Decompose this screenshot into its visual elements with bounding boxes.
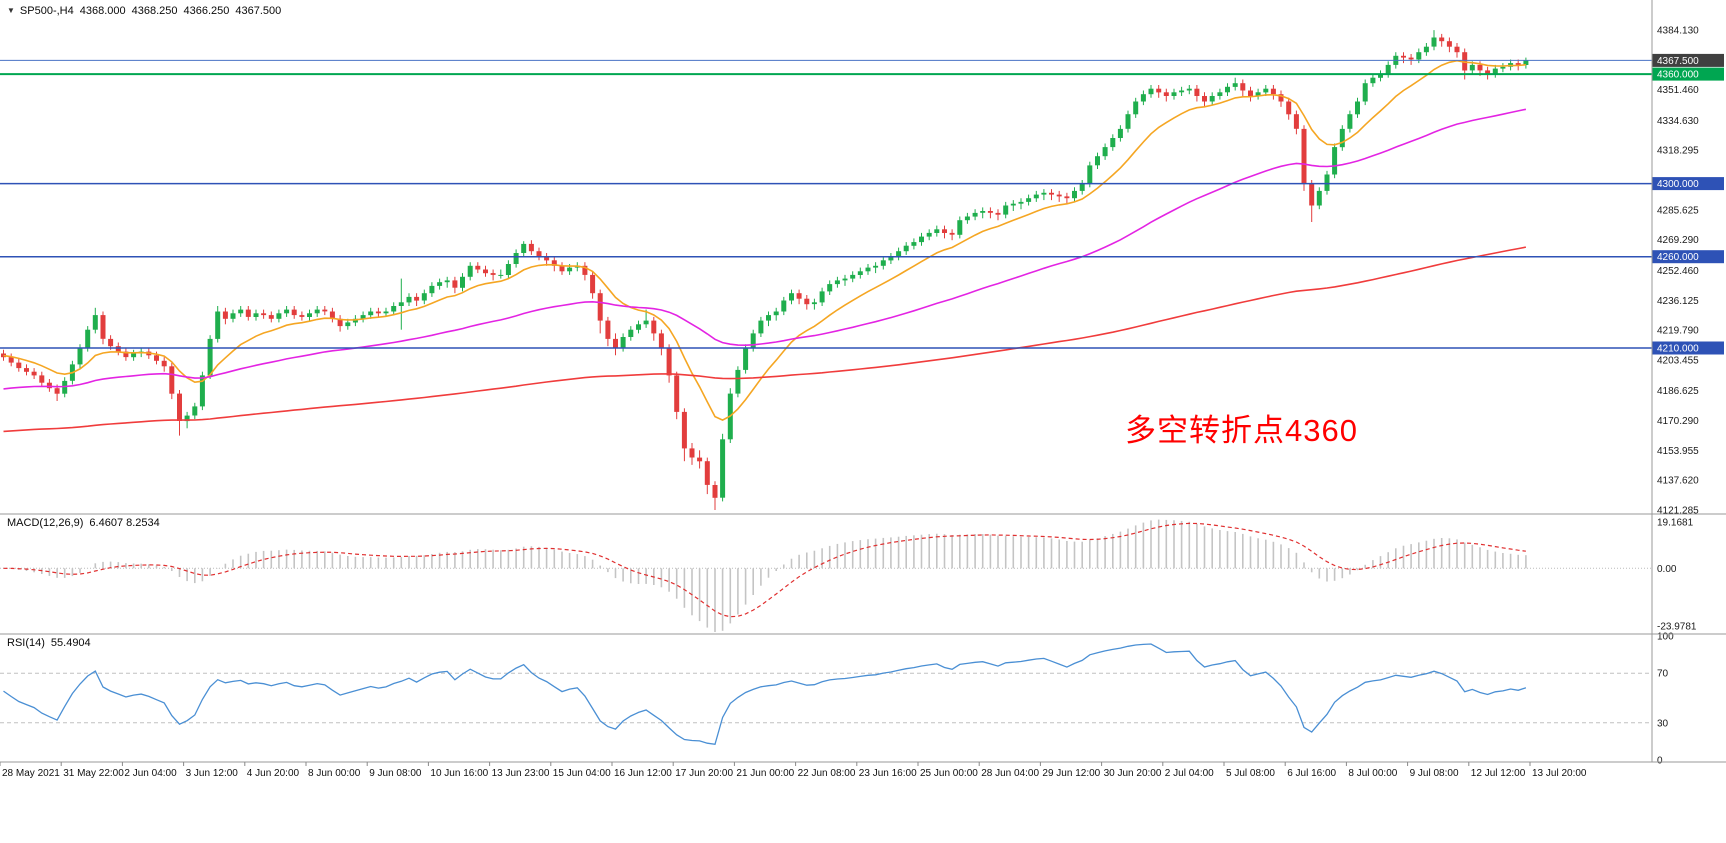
svg-text:9 Jul 08:00: 9 Jul 08:00 <box>1410 768 1459 779</box>
svg-text:23 Jun 16:00: 23 Jun 16:00 <box>859 768 917 779</box>
svg-text:4137.620: 4137.620 <box>1657 476 1699 487</box>
svg-text:3 Jun 12:00: 3 Jun 12:00 <box>186 768 239 779</box>
svg-text:4252.460: 4252.460 <box>1657 266 1699 277</box>
rsi-name: RSI(14) <box>7 637 45 649</box>
time-axis[interactable]: 28 May 2021 31 May 22:00 2 Jun 04:00 3 Jun … <box>0 762 1587 779</box>
svg-text:30: 30 <box>1657 718 1669 729</box>
ma-medium-line[interactable] <box>3 108 1527 390</box>
macd-signal-line <box>3 522 1526 618</box>
current-price-line-tag <box>1652 53 1724 67</box>
level-line-4210-tag <box>1652 341 1724 355</box>
svg-text:4269.290: 4269.290 <box>1657 235 1699 246</box>
svg-text:4334.630: 4334.630 <box>1657 116 1699 127</box>
svg-text:21 Jun 00:00: 21 Jun 00:00 <box>736 768 794 779</box>
svg-text:8 Jul 00:00: 8 Jul 00:00 <box>1348 768 1397 779</box>
svg-text:10 Jun 16:00: 10 Jun 16:00 <box>430 768 488 779</box>
svg-text:0: 0 <box>1657 756 1663 767</box>
ohlc-low: 4366.250 <box>183 5 230 17</box>
ohlc-high: 4368.250 <box>131 5 178 17</box>
svg-text:25 Jun 00:00: 25 Jun 00:00 <box>920 768 978 779</box>
svg-text:4260.000: 4260.000 <box>1657 252 1699 263</box>
svg-text:15 Jun 04:00: 15 Jun 04:00 <box>553 768 611 779</box>
chart-menu-icon[interactable]: ▼ <box>7 6 15 15</box>
svg-text:0.00: 0.00 <box>1657 564 1677 575</box>
panel-separators <box>0 0 1726 763</box>
svg-text:4186.625: 4186.625 <box>1657 386 1699 397</box>
ma-fast-line[interactable] <box>3 59 1526 421</box>
svg-text:4360.000: 4360.000 <box>1657 70 1699 81</box>
price-axis[interactable]: 4384.130 4351.460 4334.630 4318.295 4285.625… <box>1652 26 1724 517</box>
svg-text:29 Jun 12:00: 29 Jun 12:00 <box>1042 768 1100 779</box>
svg-text:100: 100 <box>1657 632 1674 643</box>
svg-text:70: 70 <box>1657 669 1669 680</box>
level-line-4300-tag <box>1652 177 1724 191</box>
svg-text:9 Jun 08:00: 9 Jun 08:00 <box>369 768 422 779</box>
svg-text:4300.000: 4300.000 <box>1657 179 1699 190</box>
macd-name: MACD(12,26,9) <box>7 517 84 529</box>
svg-text:22 Jun 08:00: 22 Jun 08:00 <box>798 768 856 779</box>
svg-text:4170.290: 4170.290 <box>1657 416 1699 427</box>
macd-histogram <box>10 519 1527 632</box>
svg-text:2 Jun 04:00: 2 Jun 04:00 <box>124 768 177 779</box>
svg-text:30 Jun 20:00: 30 Jun 20:00 <box>1104 768 1162 779</box>
pivot-line-4360-tag <box>1652 67 1724 81</box>
rsi-axis[interactable]: 100 70 30 0 <box>1657 632 1674 767</box>
svg-text:12 Jul 12:00: 12 Jul 12:00 <box>1471 768 1526 779</box>
candles-layer[interactable] <box>1 30 1529 510</box>
svg-text:8 Jun 00:00: 8 Jun 00:00 <box>308 768 361 779</box>
svg-text:19.1681: 19.1681 <box>1657 518 1694 529</box>
svg-text:4351.460: 4351.460 <box>1657 85 1699 96</box>
svg-text:13 Jun 23:00: 13 Jun 23:00 <box>492 768 550 779</box>
svg-text:4318.295: 4318.295 <box>1657 146 1699 157</box>
svg-text:28 May 2021: 28 May 2021 <box>2 768 60 779</box>
svg-text:17 Jun 20:00: 17 Jun 20:00 <box>675 768 733 779</box>
svg-text:4236.125: 4236.125 <box>1657 296 1699 307</box>
svg-text:5 Jul 08:00: 5 Jul 08:00 <box>1226 768 1275 779</box>
svg-text:4121.285: 4121.285 <box>1657 506 1699 517</box>
pivot-annotation-text: 多空转折点4360 <box>1125 413 1358 448</box>
svg-text:28 Jun 04:00: 28 Jun 04:00 <box>981 768 1039 779</box>
macd-axis[interactable]: 19.1681 0.00 -23.9781 <box>1657 518 1697 633</box>
svg-text:4 Jun 20:00: 4 Jun 20:00 <box>247 768 300 779</box>
svg-text:4210.000: 4210.000 <box>1657 344 1699 355</box>
svg-text:4384.130: 4384.130 <box>1657 26 1699 37</box>
svg-text:13 Jul 20:00: 13 Jul 20:00 <box>1532 768 1587 779</box>
svg-text:4219.790: 4219.790 <box>1657 326 1699 337</box>
svg-text:16 Jun 12:00: 16 Jun 12:00 <box>614 768 672 779</box>
svg-text:4203.455: 4203.455 <box>1657 355 1699 366</box>
ohlc-close: 4367.500 <box>235 5 282 17</box>
symbol-info: ▼ SP500-,H4 4368.000 4368.250 4366.250 4367.5… <box>7 5 287 17</box>
rsi-value: 55.4904 <box>50 637 91 649</box>
level-lines-layer[interactable] <box>0 59 1652 349</box>
rsi-level-lines <box>0 672 1652 724</box>
macd-values: 6.4607 8.2534 <box>89 517 160 529</box>
svg-text:6 Jul 16:00: 6 Jul 16:00 <box>1287 768 1336 779</box>
svg-text:-23.9781: -23.9781 <box>1657 622 1697 633</box>
svg-text:4285.625: 4285.625 <box>1657 205 1699 216</box>
svg-text:4367.500: 4367.500 <box>1657 56 1699 67</box>
svg-text:2 Jul 04:00: 2 Jul 04:00 <box>1165 768 1214 779</box>
symbol-title: SP500-,H4 <box>19 5 74 17</box>
svg-text:4153.955: 4153.955 <box>1657 446 1699 457</box>
rsi-indicator-label: RSI(14) 55.4904 <box>7 637 97 649</box>
level-line-4260-tag <box>1652 250 1724 264</box>
macd-indicator-label: MACD(12,26,9) 6.4607 8.2534 <box>7 517 166 529</box>
ma-slow-line[interactable] <box>3 246 1527 433</box>
svg-text:31 May 22:00: 31 May 22:00 <box>63 768 124 779</box>
rsi-line <box>3 643 1527 746</box>
ohlc-open: 4368.000 <box>79 5 126 17</box>
